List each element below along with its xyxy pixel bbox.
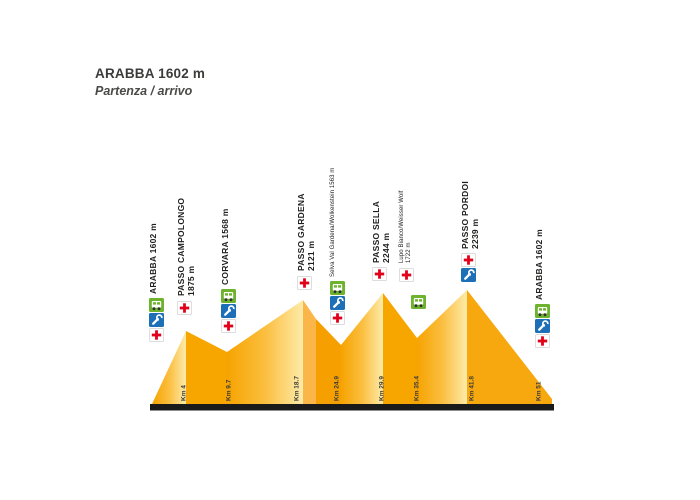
medical-cross-icon (461, 253, 476, 267)
station-label: CORVARA 1568 m (220, 208, 231, 285)
medical-assistance-icon (177, 301, 192, 315)
station-altitude: 1722 m (406, 242, 412, 263)
station-label: PASSO SELLA 2244 m (371, 201, 391, 263)
profile-segment (303, 300, 316, 404)
shuttle-bus-icon (411, 295, 426, 309)
medical-cross-icon (372, 267, 387, 281)
km-label: Km 9.7 (226, 379, 233, 401)
medical-cross-icon (297, 276, 312, 290)
mechanical-assistance-icon (461, 268, 476, 282)
mechanical-assistance-icon (535, 319, 550, 333)
profile-segment (341, 293, 383, 404)
profile-segment (227, 300, 303, 404)
station-label: PASSO CAMPOLONGO 1875 m (176, 198, 196, 296)
medical-assistance-icon (221, 319, 236, 333)
station-name: CORVARA 1568 m (220, 208, 230, 285)
station-name: ARABBA 1602 m (534, 229, 544, 300)
station-altitude: 2239 m (469, 218, 480, 249)
profile-segment (467, 290, 552, 404)
mechanical-assistance-icon (330, 296, 345, 310)
medical-cross-icon (221, 319, 236, 333)
station-label: PASSO PORDOI 2239 m (460, 181, 480, 249)
medical-cross-icon (177, 301, 192, 315)
shuttle-bus-icon (221, 289, 236, 303)
shuttle-bus-icon (330, 281, 345, 295)
km-label: Km 4 (181, 385, 188, 401)
medical-cross-icon (399, 268, 414, 282)
medical-assistance-icon (372, 267, 387, 281)
station-label: ARABBA 1602 m (534, 229, 545, 300)
station-altitude: 1875 m (185, 265, 196, 296)
km-label: Km 35.4 (414, 376, 421, 401)
medical-assistance-icon (149, 328, 164, 342)
mechanic-wrench-icon (149, 313, 164, 327)
medical-assistance-icon (461, 253, 476, 267)
km-label: Km 41.8 (469, 376, 476, 401)
shuttle-bus-icon (221, 289, 236, 303)
title-block: ARABBA 1602 m Partenza / arrivo (95, 66, 205, 98)
station-label: PASSO GARDENA 2121 m (296, 193, 316, 271)
mechanical-assistance-icon (221, 304, 236, 318)
km-label: Km 18.7 (294, 376, 301, 401)
mechanic-wrench-icon (330, 296, 345, 310)
medical-cross-icon (330, 311, 345, 325)
medical-assistance-icon (297, 276, 312, 290)
km-label: Km 29.9 (379, 376, 386, 401)
station-label: Lupo Bianco/Weisser Wolf 1722 m (399, 190, 413, 263)
profile-segment (383, 293, 417, 404)
mechanic-wrench-icon (535, 319, 550, 333)
km-label: Km 24.9 (334, 376, 341, 401)
baseline-bar (150, 404, 554, 411)
medical-assistance-icon (330, 311, 345, 325)
shuttle-bus-icon (149, 298, 164, 312)
km-label: Km 51 (536, 381, 543, 401)
medical-assistance-icon (535, 334, 550, 348)
profile-segment (417, 290, 467, 404)
station-name: Lupo Bianco/Weisser Wolf (399, 190, 405, 263)
profile-segment (186, 331, 227, 404)
shuttle-bus-icon (535, 304, 550, 318)
station-altitude: 2244 m (380, 232, 391, 263)
chart-subtitle: Partenza / arrivo (95, 84, 193, 98)
station-label: Selva Val Gardena/Wolkenstein 1563 m (330, 168, 337, 277)
medical-cross-icon (535, 334, 550, 348)
mechanical-assistance-icon (149, 313, 164, 327)
station-altitude: 2121 m (305, 240, 316, 271)
medical-cross-icon (149, 328, 164, 342)
chart-title: ARABBA 1602 m (95, 66, 206, 81)
shuttle-bus-icon (149, 298, 164, 312)
station-label: ARABBA 1602 m (148, 223, 159, 294)
profile-segment (316, 319, 341, 404)
mechanic-wrench-icon (461, 268, 476, 282)
mechanic-wrench-icon (221, 304, 236, 318)
station-name: ARABBA 1602 m (148, 223, 158, 294)
station-name: Selva Val Gardena/Wolkenstein 1563 m (330, 167, 336, 277)
profile-segment (152, 331, 186, 404)
shuttle-bus-icon (330, 281, 345, 295)
medical-assistance-icon (399, 268, 414, 282)
shuttle-bus-icon (535, 304, 550, 318)
shuttle-bus-icon (411, 295, 426, 309)
